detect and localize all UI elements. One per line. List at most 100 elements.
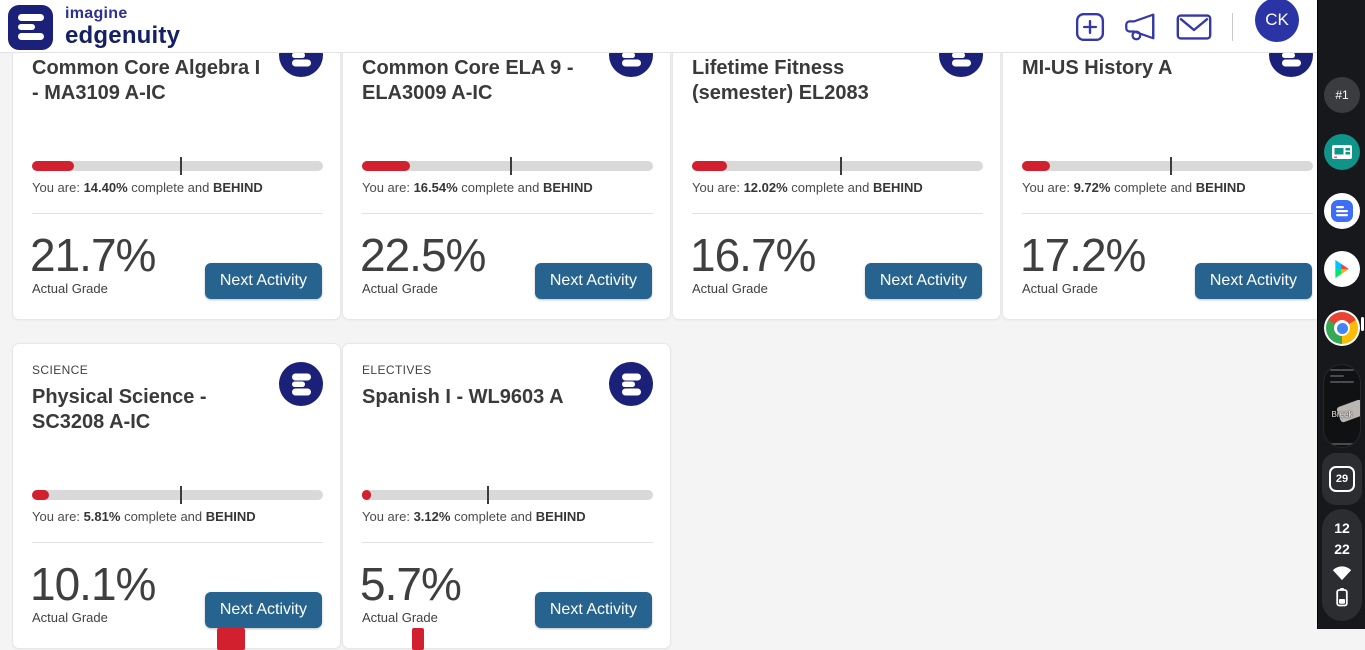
progress-fill — [362, 161, 410, 171]
wifi-icon — [1332, 566, 1352, 581]
next-activity-button[interactable]: Next Activity — [534, 592, 652, 628]
clock-minute: 22 — [1334, 541, 1350, 557]
progress-status-text: You are: 14.40% complete and BEHIND — [32, 180, 263, 195]
brand-line1: imagine — [65, 5, 128, 22]
course-card[interactable]: MI-US History A You are: 9.72% complete … — [1002, 14, 1331, 320]
actual-grade-value: 21.7% — [30, 229, 156, 281]
status-badge: BEHIND — [1195, 180, 1246, 195]
status-badge: BEHIND — [542, 180, 593, 195]
course-category: SCIENCE — [32, 363, 89, 377]
messages-button[interactable] — [1176, 11, 1212, 43]
progress-target-tick — [180, 157, 183, 175]
progress-target-tick — [180, 486, 183, 504]
course-card[interactable]: Common Core Algebra I - MA3109 A-IC You … — [12, 14, 341, 320]
next-activity-button[interactable]: Next Activity — [204, 263, 322, 299]
header-actions — [1072, 0, 1237, 53]
header-divider — [1232, 12, 1233, 41]
progress-fill — [1022, 161, 1051, 171]
course-card[interactable]: Lifetime Fitness (semester) EL2083 You a… — [672, 14, 1001, 320]
actual-grade-label: Actual Grade — [32, 281, 108, 296]
app-header: imagine edgenuity CK — [0, 0, 1365, 53]
actual-grade-label: Actual Grade — [362, 281, 438, 296]
docs-app-icon[interactable] — [1324, 193, 1360, 229]
thumbnail-label: Breek — [1331, 410, 1353, 419]
calendar-widget[interactable]: 29 — [1322, 453, 1362, 505]
course-badge-icon — [609, 362, 653, 406]
progress-target-tick — [487, 486, 490, 504]
actual-grade-value: 5.7% — [360, 558, 462, 610]
megaphone-icon — [1125, 13, 1155, 40]
next-activity-button[interactable]: Next Activity — [534, 263, 652, 299]
card-divider — [692, 213, 983, 214]
progress-target-tick — [1170, 157, 1173, 175]
edgenuity-logo-icon — [8, 5, 53, 50]
card-divider — [362, 213, 653, 214]
progress-bar — [1022, 157, 1313, 175]
status-badge: BEHIND — [212, 180, 263, 195]
add-button[interactable] — [1072, 11, 1108, 43]
announcements-button[interactable] — [1124, 11, 1160, 43]
course-card[interactable]: ELECTIVES Spanish I - WL9603 A You are: … — [342, 343, 671, 650]
progress-bar — [692, 157, 983, 175]
play-store-icon[interactable] — [1324, 251, 1360, 287]
complete-percent: 12.02% — [743, 180, 788, 195]
progress-fill — [692, 161, 727, 171]
status-badge: BEHIND — [872, 180, 923, 195]
complete-percent: 3.12% — [413, 509, 451, 524]
course-title: Physical Science - SC3208 A-IC — [32, 386, 207, 433]
chrome-icon[interactable] — [1324, 310, 1360, 346]
actual-grade-value: 17.2% — [1020, 229, 1146, 281]
actual-grade-label: Actual Grade — [1022, 281, 1098, 296]
card-divider — [32, 213, 323, 214]
course-title: Common Core ELA 9 - ELA3009 A-IC — [362, 57, 574, 104]
battery-icon — [1336, 588, 1348, 607]
taskbar: #1 Breek — [1317, 0, 1365, 629]
progress-bar — [362, 157, 653, 175]
actual-grade-value: 22.5% — [360, 229, 486, 281]
progress-fill — [362, 490, 372, 500]
course-title: Lifetime Fitness (semester) EL2083 — [692, 57, 869, 104]
teal-app-icon[interactable] — [1324, 134, 1360, 170]
progress-target-tick — [510, 157, 513, 175]
status-badge: BEHIND — [205, 509, 256, 524]
calendar-day-icon: 29 — [1329, 466, 1355, 492]
course-grid: Common Core Algebra I - MA3109 A-IC You … — [12, 14, 1332, 650]
clipped-red-element — [217, 628, 245, 650]
progress-status-text: You are: 3.12% complete and BEHIND — [362, 509, 586, 524]
progress-bar — [32, 486, 323, 504]
screenshot-thumbnail[interactable]: Breek — [1323, 364, 1361, 448]
status-badge: BEHIND — [535, 509, 586, 524]
avatar[interactable]: CK — [1255, 0, 1299, 42]
actual-grade-value: 16.7% — [690, 229, 816, 281]
notification-count-badge[interactable]: #1 — [1324, 77, 1360, 113]
course-category: ELECTIVES — [362, 363, 432, 377]
actual-grade-label: Actual Grade — [32, 610, 108, 625]
envelope-icon — [1176, 13, 1212, 40]
progress-status-text: You are: 5.81% complete and BEHIND — [32, 509, 256, 524]
brand-logo[interactable]: imagine edgenuity — [8, 2, 180, 50]
course-card[interactable]: SCIENCE Physical Science - SC3208 A-IC Y… — [12, 343, 341, 650]
course-title: Common Core Algebra I - MA3109 A-IC — [32, 57, 261, 104]
course-title: MI-US History A — [1022, 57, 1173, 79]
progress-fill — [32, 161, 74, 171]
course-title: Spanish I - WL9603 A — [362, 386, 564, 408]
clock-hour: 12 — [1334, 520, 1350, 536]
actual-grade-label: Actual Grade — [362, 610, 438, 625]
active-app-indicator — [1361, 317, 1364, 331]
status-tray[interactable]: 12 22 — [1322, 509, 1362, 621]
next-activity-button[interactable]: Next Activity — [1194, 263, 1312, 299]
complete-percent: 14.40% — [83, 180, 128, 195]
complete-percent: 5.81% — [83, 509, 121, 524]
next-activity-button[interactable]: Next Activity — [204, 592, 322, 628]
complete-percent: 9.72% — [1073, 180, 1111, 195]
next-activity-button[interactable]: Next Activity — [864, 263, 982, 299]
card-divider — [32, 542, 323, 543]
progress-target-tick — [840, 157, 843, 175]
progress-status-text: You are: 9.72% complete and BEHIND — [1022, 180, 1246, 195]
course-card[interactable]: Common Core ELA 9 - ELA3009 A-IC You are… — [342, 14, 671, 320]
progress-fill — [32, 490, 49, 500]
card-divider — [1022, 213, 1313, 214]
brand-line2: edgenuity — [65, 22, 181, 49]
progress-bar — [362, 486, 653, 504]
plus-square-icon — [1075, 12, 1105, 41]
